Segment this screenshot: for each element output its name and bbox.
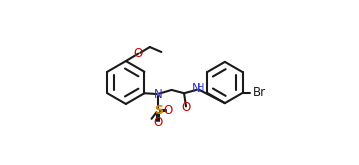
Text: N: N: [154, 88, 163, 100]
Text: O: O: [181, 101, 191, 114]
Text: S: S: [154, 104, 163, 117]
Text: Br: Br: [253, 86, 266, 99]
Text: O: O: [154, 116, 163, 129]
Text: H: H: [197, 83, 205, 93]
Text: O: O: [163, 104, 172, 117]
Text: O: O: [134, 47, 143, 60]
Text: N: N: [192, 82, 201, 95]
